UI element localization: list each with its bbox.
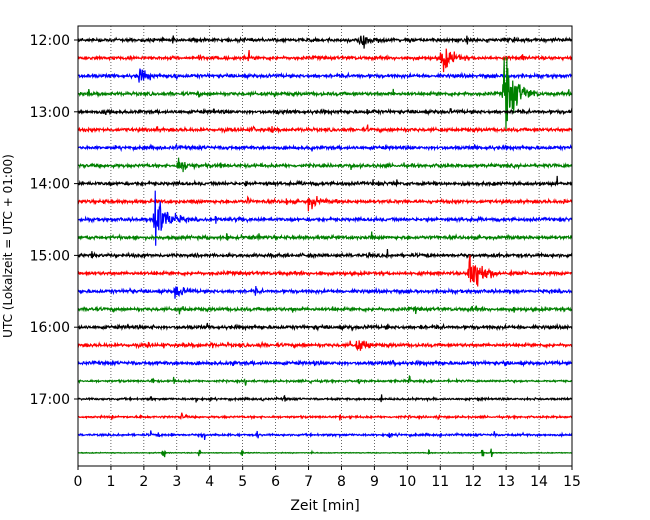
seismic-trace — [78, 322, 573, 332]
seismic-trace — [77, 430, 573, 440]
seismic-trace — [77, 340, 573, 352]
seismic-trace — [77, 359, 573, 368]
x-tick-label: 8 — [337, 474, 346, 490]
seismic-trace — [77, 190, 573, 246]
seismic-trace — [77, 195, 573, 212]
x-tick-label: 9 — [370, 474, 379, 490]
seismic-trace — [77, 68, 573, 83]
x-tick-label: 6 — [271, 474, 280, 490]
x-tick-label: 2 — [139, 474, 148, 490]
grid-lines — [110, 26, 540, 466]
y-tick-label: 14:00 — [30, 177, 70, 193]
seismic-trace — [77, 57, 573, 132]
x-axis-title: Zeit [min] — [290, 498, 359, 514]
x-tick-label: 3 — [172, 474, 181, 490]
seismic-trace — [77, 248, 573, 260]
seismic-traces — [77, 35, 573, 458]
x-tick-label: 12 — [464, 474, 482, 490]
x-tick-label: 15 — [563, 474, 581, 490]
y-tick-label: 16:00 — [30, 320, 70, 336]
y-tick-label: 12:00 — [30, 33, 70, 49]
seismic-trace — [77, 175, 573, 188]
seismic-trace — [77, 143, 573, 153]
seismic-trace — [77, 157, 573, 173]
seismic-trace — [77, 448, 573, 458]
seismic-trace — [77, 305, 573, 315]
x-tick-label: 7 — [304, 474, 313, 490]
x-tick-label: 1 — [106, 474, 115, 490]
seismic-trace — [77, 124, 573, 134]
x-tick-label: 13 — [497, 474, 515, 490]
y-tick-label: 13:00 — [30, 105, 70, 121]
seismic-trace — [77, 412, 573, 421]
seismic-trace — [77, 35, 573, 49]
plot-frame — [77, 25, 573, 467]
seismic-trace — [77, 107, 573, 117]
y-tick-label: 17:00 — [30, 392, 70, 408]
x-tick-label: 10 — [398, 474, 416, 490]
seismic-trace — [77, 48, 573, 73]
seismic-trace — [77, 231, 573, 242]
seismic-trace — [77, 286, 573, 299]
seismic-trace — [77, 374, 573, 386]
x-tick-label: 4 — [205, 474, 214, 490]
x-tick-label: 14 — [530, 474, 548, 490]
x-tick-label: 5 — [238, 474, 247, 490]
x-tick-label: 0 — [74, 474, 83, 490]
y-axis-ticks: 12:00 13:00 14:00 15:00 16:00 17:00 — [30, 33, 78, 408]
x-tick-label: 11 — [431, 474, 449, 490]
seismic-trace — [77, 394, 573, 403]
x-axis-ticks: 0 1 2 3 4 5 6 7 8 9 10 11 12 13 14 15 — [74, 466, 581, 490]
seismic-trace — [77, 254, 573, 287]
y-tick-label: 15:00 — [30, 248, 70, 264]
y-axis-title: UTC (Lokalzeit = UTC + 01:00) — [1, 154, 15, 338]
